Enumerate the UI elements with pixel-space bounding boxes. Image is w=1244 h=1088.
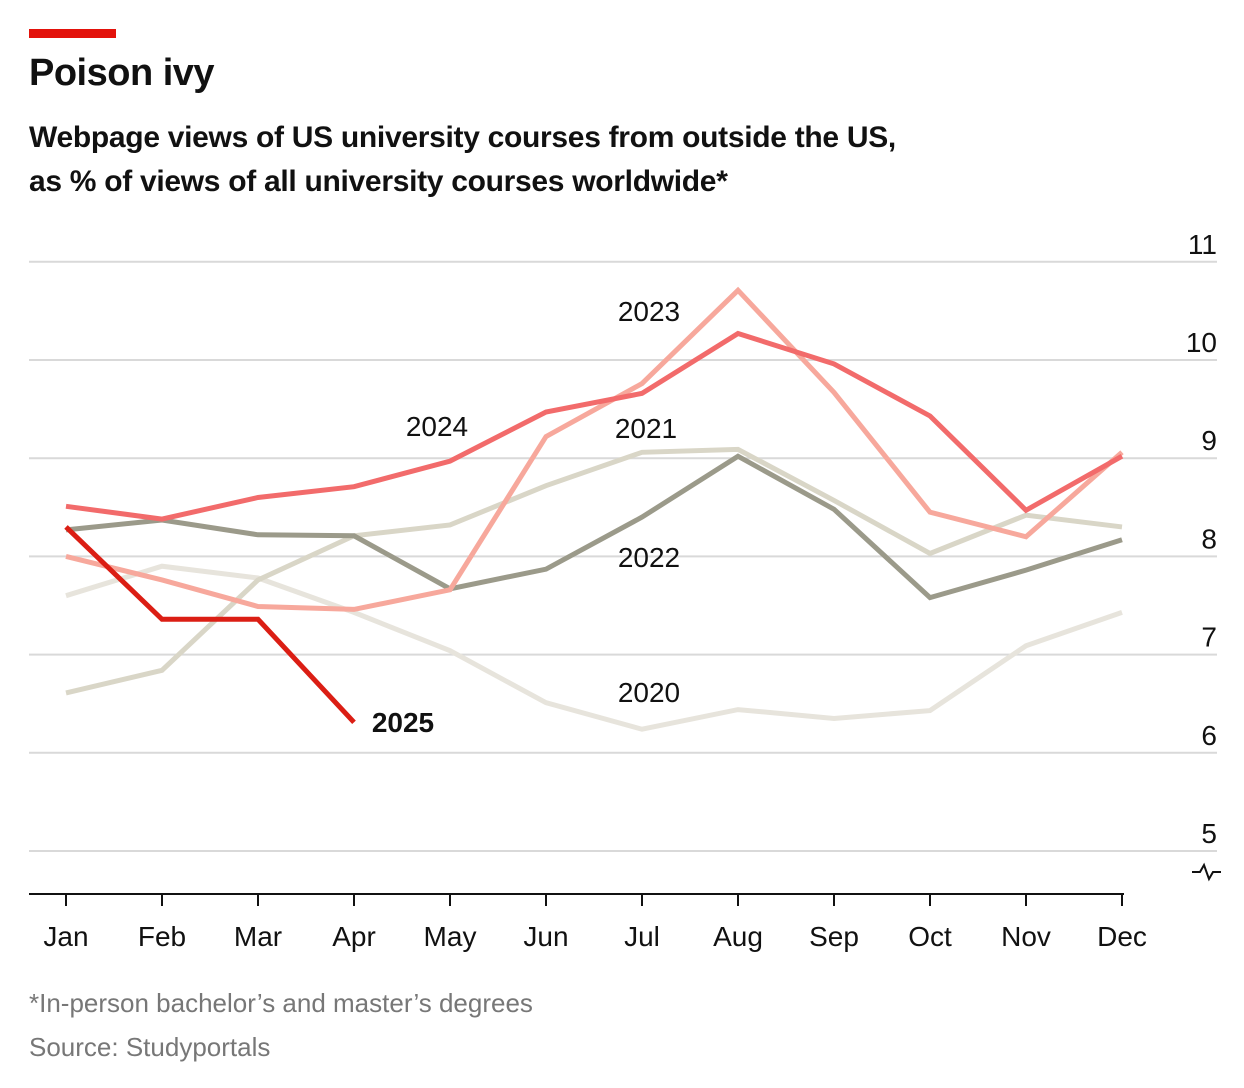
axis-break-icon [1192, 862, 1221, 882]
x-tick-label: Feb [138, 921, 186, 952]
x-tick-label: Jul [624, 921, 660, 952]
x-tick-label: Dec [1097, 921, 1147, 952]
x-tick-label: Mar [234, 921, 282, 952]
x-tick-label: May [424, 921, 477, 952]
series-line-2020 [65, 563, 1123, 732]
series-label-2022: 2022 [618, 542, 680, 573]
series-label-2025: 2025 [372, 707, 434, 738]
y-tick-label: 5 [1201, 818, 1217, 849]
series-line-2025 [64, 525, 356, 725]
x-tick-label: Jan [43, 921, 88, 952]
source: Source: Studyportals [29, 1032, 271, 1062]
series-label-2021: 2021 [615, 413, 677, 444]
y-tick-label: 6 [1201, 720, 1217, 751]
subtitle-line-2: as % of views of all university courses … [29, 165, 728, 198]
y-tick-label: 7 [1201, 622, 1217, 653]
y-tick-label: 11 [1188, 229, 1217, 260]
chart-subtitle: Webpage views of US university courses f… [29, 116, 896, 204]
x-tick-label: Oct [908, 921, 952, 952]
y-tick-label: 8 [1201, 523, 1217, 554]
series-label-2024: 2024 [406, 411, 468, 442]
y-tick-label: 10 [1186, 327, 1217, 358]
footnote: *In-person bachelor’s and master’s degre… [29, 988, 533, 1018]
series-line-2022 [65, 453, 1123, 601]
x-tick-label: Sep [809, 921, 859, 952]
chart-title: Poison ivy [29, 52, 215, 94]
x-tick-label: Aug [713, 921, 763, 952]
x-tick-label: Nov [1001, 921, 1051, 952]
x-tick-label: Jun [523, 921, 568, 952]
series-line-2024 [65, 330, 1124, 522]
x-tick-label: Apr [332, 921, 376, 952]
brand-bar [29, 29, 116, 38]
subtitle-line-1: Webpage views of US university courses f… [29, 121, 896, 154]
series-line-2023 [65, 286, 1124, 612]
y-tick-label: 9 [1201, 425, 1217, 456]
series-label-2023: 2023 [618, 296, 680, 327]
series-label-2020: 2020 [618, 677, 680, 708]
series-line-2021 [65, 446, 1123, 696]
